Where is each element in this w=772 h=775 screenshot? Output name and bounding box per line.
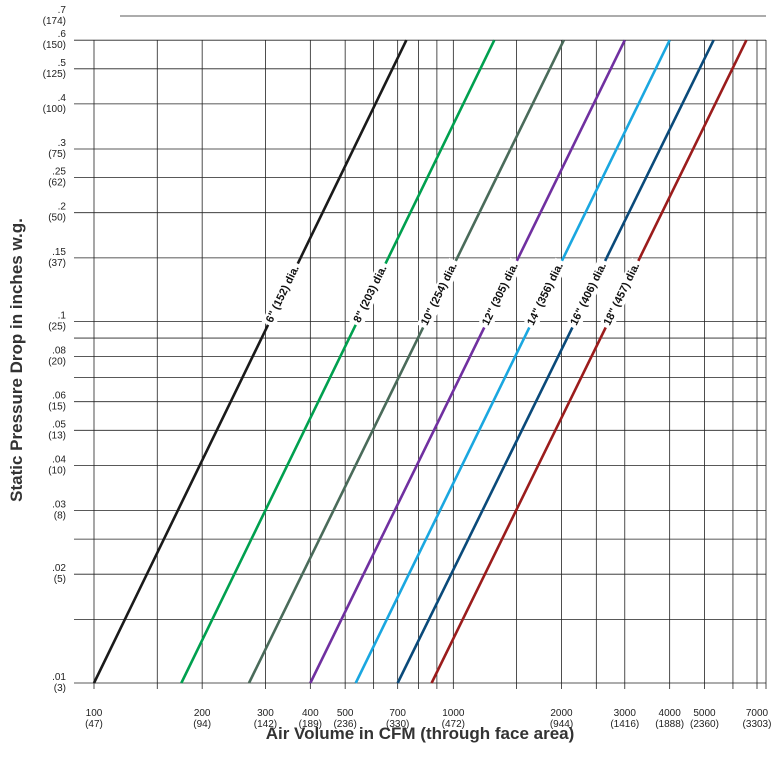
y-tick-label: .15 — [52, 247, 66, 258]
y-tick-label: .25 — [52, 167, 66, 178]
series-line — [247, 39, 565, 684]
series-lines — [92, 39, 748, 684]
y-tick-label: .08 — [52, 346, 66, 357]
series-label-group: 8" (203) dia. — [349, 260, 392, 328]
y-tick-label: .03 — [52, 500, 66, 511]
y-tick-label: .02 — [52, 563, 66, 574]
y-tick-label: .04 — [52, 454, 66, 465]
x-tick-label: 4000 — [659, 708, 682, 719]
y-tick-sublabel: (37) — [48, 258, 66, 269]
x-tick-label: 1000 — [442, 708, 465, 719]
series-label-bg — [522, 257, 569, 331]
series-label-bg — [599, 257, 645, 331]
y-tick-sublabel: (25) — [48, 322, 66, 333]
y-tick-label: .6 — [58, 29, 67, 40]
x-axis-title: Air Volume in CFM (through face area) — [266, 724, 575, 743]
x-tick-label: 7000 — [746, 708, 769, 719]
x-tick-label: 2000 — [550, 708, 573, 719]
y-tick-sublabel: (174) — [43, 16, 66, 27]
y-tick-label: .01 — [52, 672, 66, 683]
y-tick-sublabel: (125) — [43, 69, 66, 80]
x-tick-sublabel: (1416) — [610, 719, 639, 730]
series-line — [354, 39, 671, 684]
series-line — [396, 39, 715, 684]
y-tick-label: .06 — [52, 391, 66, 402]
x-tick-label: 400 — [302, 708, 319, 719]
x-tick-label: 200 — [194, 708, 211, 719]
grid — [74, 15, 767, 689]
y-tick-label: .5 — [58, 58, 67, 69]
series-line — [92, 39, 408, 684]
y-tick-sublabel: (3) — [54, 683, 66, 694]
y-axis-ticks: .01(3) .02(5) .03(8) .04(10) .05(13) .06(15).… — [43, 5, 67, 694]
series-label-bg — [416, 257, 462, 331]
x-tick-sublabel: (47) — [85, 719, 103, 730]
series-label-bg — [349, 260, 392, 328]
x-axis-ticks: 100(47) 200(94) 300(142) 400(189) 500(236) 70… — [85, 708, 771, 730]
y-tick-label: .05 — [52, 419, 66, 430]
series-label: 14" (356) dia. — [525, 261, 566, 328]
x-tick-label: 100 — [86, 708, 103, 719]
x-tick-sublabel: (236) — [333, 719, 356, 730]
y-tick-label: .1 — [58, 311, 67, 322]
series-label: 8" (203) dia. — [352, 264, 390, 325]
y-tick-sublabel: (13) — [48, 430, 66, 441]
y-tick-label: .4 — [58, 93, 67, 104]
x-tick-sublabel: (3303) — [743, 719, 772, 730]
x-tick-sublabel: (1888) — [655, 719, 684, 730]
x-tick-label: 3000 — [614, 708, 637, 719]
y-tick-sublabel: (150) — [43, 40, 66, 51]
x-tick-sublabel: (2360) — [690, 719, 719, 730]
x-tick-label: 500 — [337, 708, 354, 719]
x-tick-sublabel: (472) — [442, 719, 465, 730]
x-tick-sublabel: (330) — [386, 719, 409, 730]
series-label: 6" (152) dia. — [264, 264, 302, 325]
x-tick-label: 700 — [389, 708, 406, 719]
x-tick-sublabel: (944) — [550, 719, 573, 730]
x-tick-sublabel: (142) — [254, 719, 277, 730]
series-label: 12" (305) dia. — [480, 261, 521, 328]
y-tick-sublabel: (100) — [43, 104, 66, 115]
series-label-bg — [566, 257, 612, 331]
y-tick-sublabel: (20) — [48, 357, 66, 368]
y-axis-title: Static Pressure Drop in inches w.g. — [7, 218, 26, 502]
y-tick-label: .3 — [58, 138, 67, 149]
y-tick-sublabel: (5) — [54, 574, 66, 585]
series-line — [180, 39, 496, 684]
series-line — [309, 39, 626, 684]
series-label-bg — [477, 257, 524, 331]
x-tick-label: 300 — [257, 708, 274, 719]
y-tick-sublabel: (10) — [48, 465, 66, 476]
series-label-group: 6" (152) dia. — [261, 260, 305, 328]
x-tick-label: 5000 — [693, 708, 716, 719]
y-tick-sublabel: (75) — [48, 149, 66, 160]
x-tick-sublabel: (94) — [193, 719, 211, 730]
y-tick-sublabel: (8) — [54, 511, 66, 522]
series-label-group: 10" (254) dia. — [416, 257, 462, 331]
y-tick-label: .7 — [58, 5, 67, 16]
y-tick-sublabel: (62) — [48, 178, 66, 189]
series-line — [430, 39, 748, 684]
x-tick-sublabel: (189) — [299, 719, 322, 730]
series-label-bg — [261, 260, 305, 328]
y-tick-label: .2 — [58, 202, 67, 213]
y-tick-sublabel: (50) — [48, 213, 66, 224]
y-tick-sublabel: (15) — [48, 402, 66, 413]
